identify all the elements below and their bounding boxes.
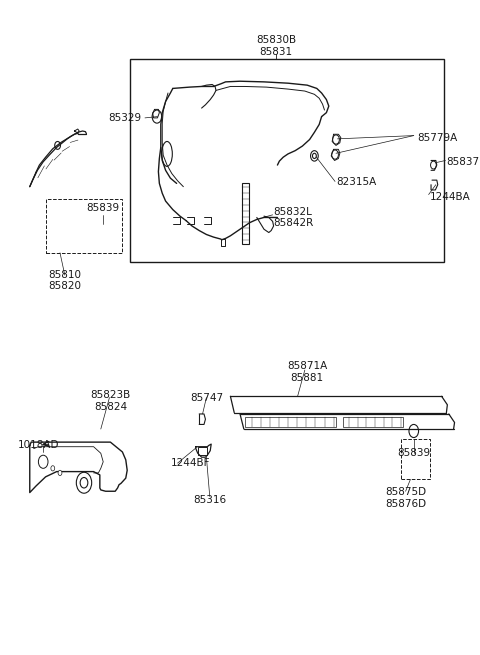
Text: 1244BF: 1244BF [170, 458, 210, 468]
Text: 85837: 85837 [446, 157, 480, 167]
Circle shape [80, 477, 88, 488]
Text: 85747: 85747 [190, 392, 223, 403]
Text: 85839: 85839 [86, 203, 120, 214]
Circle shape [312, 153, 316, 159]
Text: 85810
85820: 85810 85820 [48, 270, 81, 291]
Circle shape [58, 470, 62, 476]
Bar [242, 183, 249, 244]
Bar [130, 59, 444, 262]
Bar [198, 447, 207, 455]
Text: 1244BA: 1244BA [430, 191, 470, 202]
Text: 85823B
85824: 85823B 85824 [90, 390, 131, 411]
Text: 85779A: 85779A [418, 132, 458, 143]
Text: 1018AD: 1018AD [18, 440, 60, 451]
Text: 85316: 85316 [193, 495, 227, 505]
Text: 85830B
85831: 85830B 85831 [256, 35, 296, 56]
Bar [245, 417, 336, 427]
Text: 85871A
85881: 85871A 85881 [287, 362, 327, 383]
Bar [401, 439, 430, 479]
Text: 85329: 85329 [108, 113, 142, 123]
Text: 85839: 85839 [397, 448, 431, 458]
Text: 85832L
85842R: 85832L 85842R [274, 207, 314, 228]
Text: 85875D
85876D: 85875D 85876D [385, 487, 426, 508]
Bar [343, 417, 403, 427]
Circle shape [51, 466, 55, 471]
Bar [46, 199, 122, 253]
Text: 82315A: 82315A [336, 177, 376, 187]
